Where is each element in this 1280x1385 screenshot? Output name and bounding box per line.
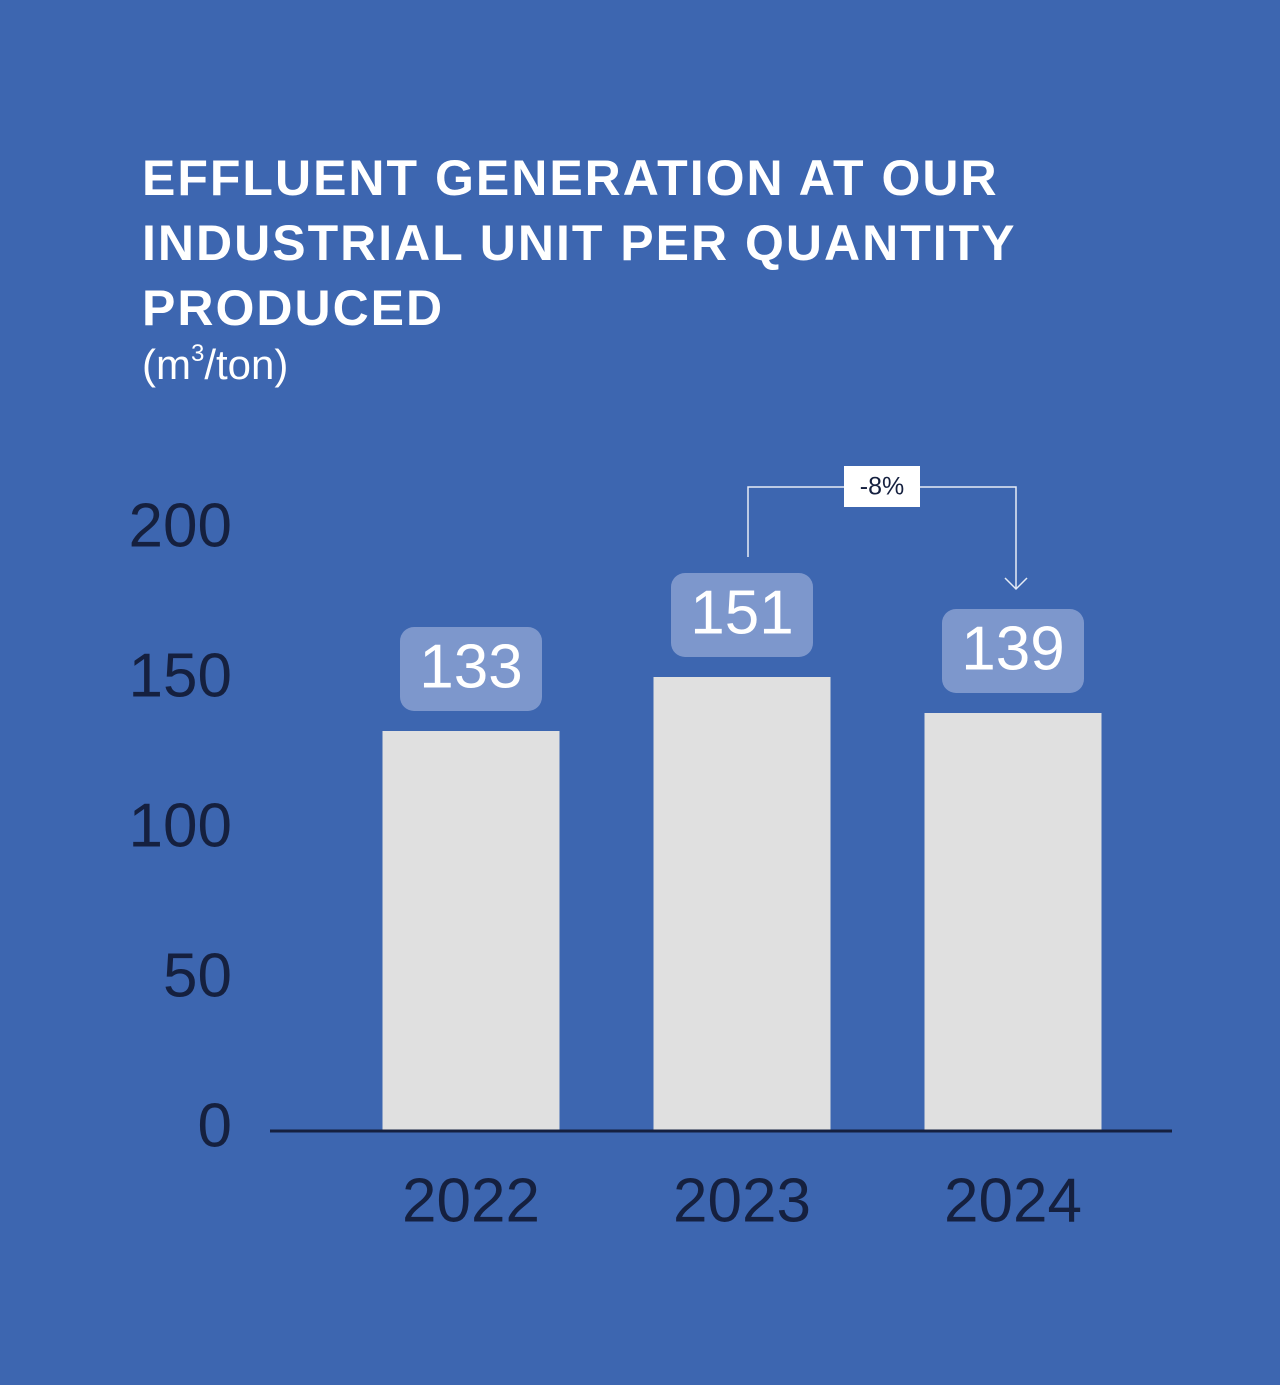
bar (653, 677, 831, 1130)
value-label-box (400, 627, 542, 711)
y-tick-label: 50 (163, 941, 232, 1010)
value-label-box (671, 573, 813, 657)
value-label: 133 (419, 632, 522, 701)
x-tick-label: 2023 (673, 1166, 811, 1235)
chart-title-line-3: PRODUCED (142, 280, 445, 336)
change-label-box (844, 466, 920, 507)
bar (382, 731, 560, 1130)
y-tick-label: 150 (129, 641, 232, 710)
chart-title-line-1: EFFLUENT GENERATION AT OUR (142, 150, 999, 206)
y-tick-label: 0 (198, 1091, 232, 1160)
value-label: 151 (690, 578, 793, 647)
unit-superscript: 3 (190, 340, 205, 367)
y-tick-label: 200 (129, 491, 232, 560)
chart-unit: (m3/ton) (142, 338, 288, 392)
value-label-box (942, 609, 1084, 693)
chart-title: EFFLUENT GENERATION AT OUR INDUSTRIAL UN… (142, 146, 1042, 341)
value-label: 139 (961, 614, 1064, 683)
x-tick-label: 2022 (402, 1166, 540, 1235)
bar (924, 713, 1102, 1130)
arrow-down-icon (1004, 577, 1028, 591)
change-label: -8% (860, 473, 904, 501)
x-tick-label: 2024 (944, 1166, 1082, 1235)
y-tick-label: 100 (129, 791, 232, 860)
unit-prefix: (m (142, 341, 191, 388)
chart-title-line-2: INDUSTRIAL UNIT PER QUANTITY (142, 215, 1017, 271)
unit-suffix: /ton) (204, 341, 289, 388)
